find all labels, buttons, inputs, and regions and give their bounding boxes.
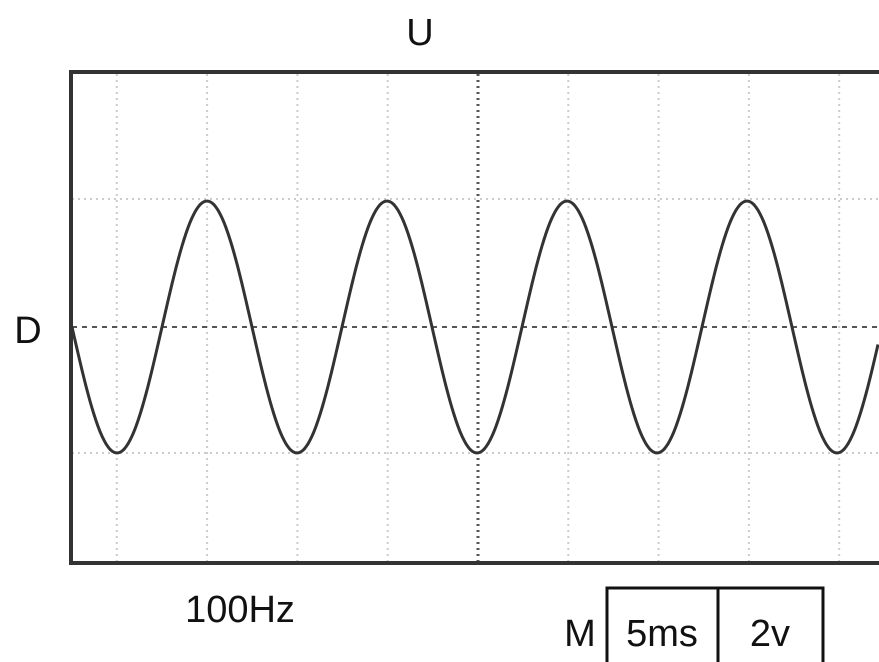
settings-box [605,586,825,662]
screen-border [69,70,879,565]
left-label: D [14,310,41,352]
volts-per-div: 2v [750,613,790,655]
mode-label: M [564,613,596,655]
grid [72,74,879,561]
time-per-div: 5ms [626,613,698,655]
sine-wave [70,199,879,455]
top-label: U [406,12,433,54]
frequency-label: 100Hz [185,589,295,631]
